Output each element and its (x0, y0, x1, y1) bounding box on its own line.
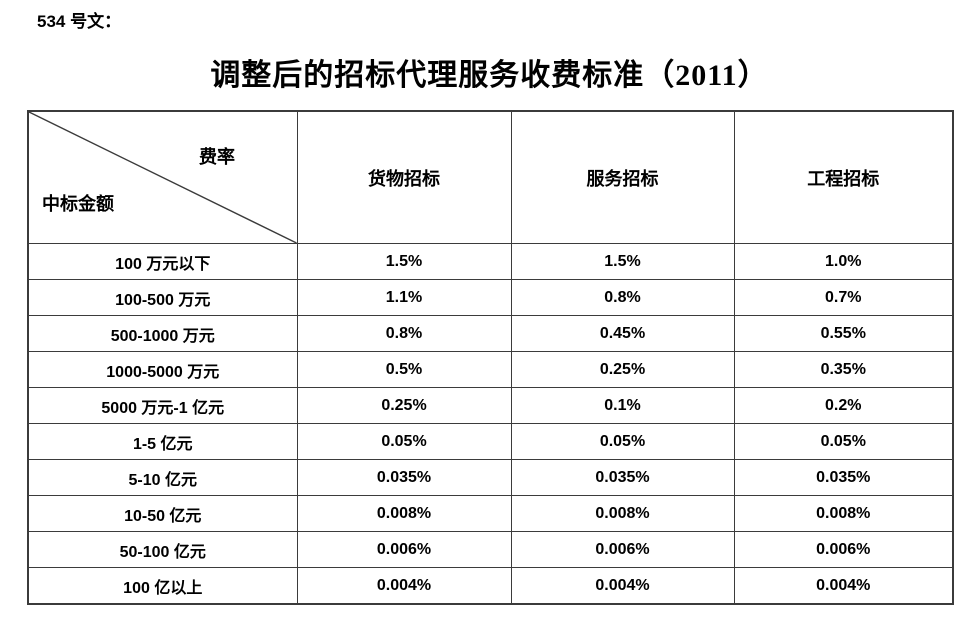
row-label: 10-50 亿元 (27, 495, 298, 532)
rate-cell: 0.035% (296, 459, 512, 496)
rate-cell: 0.7% (733, 279, 954, 316)
row-label: 100 亿以上 (27, 567, 298, 605)
table-row: 100 亿以上 0.004% 0.004% 0.004% (27, 567, 954, 605)
table-row: 5000 万元-1 亿元 0.25% 0.1% 0.2% (27, 387, 954, 424)
rate-cell: 0.55% (733, 315, 954, 352)
row-label: 5-10 亿元 (27, 459, 298, 496)
rate-cell: 0.05% (296, 423, 512, 460)
row-label: 100-500 万元 (27, 279, 298, 316)
rate-cell: 0.008% (510, 495, 735, 532)
table-row: 1-5 亿元 0.05% 0.05% 0.05% (27, 423, 954, 460)
rate-cell: 0.8% (296, 315, 512, 352)
col-header-goods-bidding: 货物招标 (296, 110, 512, 244)
rate-cell: 0.5% (296, 351, 512, 388)
page-title: 调整后的招标代理服务收费标准（2011） (210, 59, 769, 92)
rate-cell: 0.25% (296, 387, 512, 424)
rate-cell: 0.008% (733, 495, 954, 532)
diagonal-divider-line (29, 112, 297, 243)
rate-cell: 1.5% (510, 243, 735, 280)
row-label: 500-1000 万元 (27, 315, 298, 352)
row-label: 1-5 亿元 (27, 423, 298, 460)
row-label: 100 万元以下 (27, 243, 298, 280)
corner-label-rate: 费率 (199, 147, 235, 167)
rate-cell: 0.035% (510, 459, 735, 496)
row-label: 50-100 亿元 (27, 531, 298, 568)
rate-cell: 0.1% (510, 387, 735, 424)
row-label: 5000 万元-1 亿元 (27, 387, 298, 424)
doc-number-label: 534 号文： (37, 12, 122, 31)
rate-cell: 0.004% (733, 567, 954, 605)
table-row: 1000-5000 万元 0.5% 0.25% 0.35% (27, 351, 954, 388)
rate-cell: 0.006% (733, 531, 954, 568)
col-header-services-bidding: 服务招标 (510, 110, 735, 244)
table-row: 50-100 亿元 0.006% 0.006% 0.006% (27, 531, 954, 568)
table-row: 100-500 万元 1.1% 0.8% 0.7% (27, 279, 954, 316)
rate-cell: 0.006% (510, 531, 735, 568)
rate-cell: 0.45% (510, 315, 735, 352)
rate-cell: 1.0% (733, 243, 954, 280)
rate-cell: 0.35% (733, 351, 954, 388)
row-label: 1000-5000 万元 (27, 351, 298, 388)
rate-cell: 1.1% (296, 279, 512, 316)
col-header-engineering-bidding: 工程招标 (733, 110, 954, 244)
rate-cell: 0.006% (296, 531, 512, 568)
rate-cell: 0.05% (510, 423, 735, 460)
corner-label-amount: 中标金额 (42, 194, 114, 214)
rate-cell: 0.004% (296, 567, 512, 605)
table-header-row: 费率 中标金额 货物招标 服务招标 工程招标 (27, 110, 954, 244)
table-row: 500-1000 万元 0.8% 0.45% 0.55% (27, 315, 954, 352)
rate-cell: 0.8% (510, 279, 735, 316)
rate-cell: 0.035% (733, 459, 954, 496)
rate-cell: 0.008% (296, 495, 512, 532)
rate-cell: 0.004% (510, 567, 735, 605)
table-row: 100 万元以下 1.5% 1.5% 1.0% (27, 243, 954, 280)
rate-cell: 0.05% (733, 423, 954, 460)
fee-rate-table: 费率 中标金额 货物招标 服务招标 工程招标 100 万元以下 1.5% 1.5… (27, 110, 954, 605)
table-row: 5-10 亿元 0.035% 0.035% 0.035% (27, 459, 954, 496)
table-row: 10-50 亿元 0.008% 0.008% 0.008% (27, 495, 954, 532)
rate-cell: 0.25% (510, 351, 735, 388)
rate-cell: 0.2% (733, 387, 954, 424)
rate-cell: 1.5% (296, 243, 512, 280)
corner-cell: 费率 中标金额 (27, 110, 298, 244)
